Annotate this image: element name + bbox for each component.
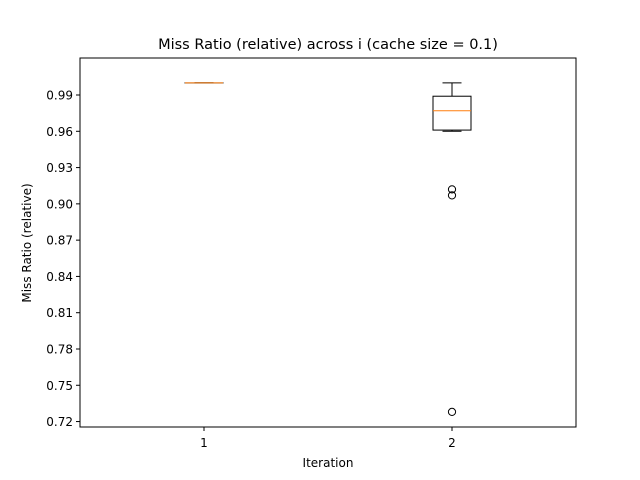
y-tick-label: 0.75 (46, 379, 73, 393)
y-tick-label: 0.72 (46, 415, 73, 429)
x-tick-label: 1 (200, 436, 208, 450)
box-iqr (432, 95, 472, 131)
y-tick-label: 0.81 (46, 306, 73, 320)
box-series (184, 82, 472, 416)
plot-area (80, 58, 576, 427)
y-tick-label: 0.78 (46, 342, 73, 356)
plot-frame (79, 57, 577, 428)
y-axis-label: Miss Ratio (relative) (20, 183, 34, 302)
outlier-point (447, 185, 457, 194)
y-tick-label: 0.96 (46, 125, 73, 139)
y-tick-label: 0.87 (46, 234, 73, 248)
y-tick-label: 0.90 (46, 197, 73, 211)
outlier-point (447, 191, 457, 200)
x-tick-label: 2 (448, 436, 456, 450)
y-tick-label: 0.84 (46, 270, 73, 284)
box-2 (432, 82, 472, 416)
y-tick-label: 0.99 (46, 89, 73, 103)
y-tick-label: 0.93 (46, 161, 73, 175)
chart-title: Miss Ratio (relative) across i (cache si… (158, 37, 498, 53)
outlier-point (447, 407, 457, 416)
y-axis: 0.72 0.75 0.78 0.81 0.84 0.87 0.90 0.93 0.96 0.99 (46, 89, 80, 429)
x-axis-label: Iteration (303, 456, 354, 470)
